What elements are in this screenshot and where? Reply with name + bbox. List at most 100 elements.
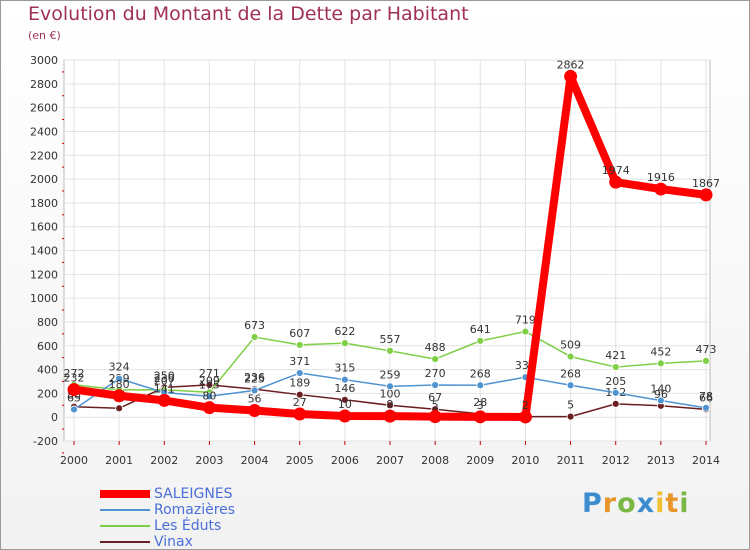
data-point — [67, 383, 81, 397]
y-tick-label: 1400 — [30, 245, 58, 258]
x-tick-label: 2011 — [557, 454, 585, 467]
data-label: 259 — [380, 368, 401, 381]
data-point — [115, 374, 124, 383]
y-tick-label: -200 — [33, 435, 58, 448]
data-label: 28 — [473, 396, 487, 409]
data-point — [383, 409, 397, 423]
y-tick-label: 2800 — [30, 78, 58, 91]
proxiti-logo: Proxiti — [582, 488, 690, 519]
y-tick-label: 2200 — [30, 149, 58, 162]
data-label: 96 — [654, 388, 668, 401]
data-point — [431, 381, 440, 389]
logo-letter: x — [636, 488, 656, 519]
data-point — [295, 341, 304, 349]
data-label: 268 — [560, 367, 581, 380]
y-tick-label: 0 — [51, 411, 58, 424]
data-label: 324 — [109, 361, 130, 374]
data-label: 180 — [109, 378, 130, 391]
data-label: 230 — [154, 372, 175, 385]
y-tick-label: 1600 — [30, 221, 58, 234]
data-label: 488 — [425, 341, 446, 354]
x-tick-label: 2002 — [150, 454, 178, 467]
data-label: 271 — [199, 367, 220, 380]
x-tick-label: 2012 — [602, 454, 630, 467]
data-point — [386, 346, 394, 355]
y-tick-label: 1000 — [30, 292, 58, 305]
data-label: 1916 — [647, 171, 675, 184]
data-label: 175 — [199, 378, 220, 391]
data-label: 371 — [289, 355, 310, 368]
data-label: 140 — [650, 383, 671, 396]
data-point — [473, 410, 487, 424]
y-tick-label: 1200 — [30, 268, 58, 281]
data-point — [202, 401, 216, 415]
data-label: 236 — [244, 371, 265, 384]
x-tick-label: 2005 — [286, 454, 314, 467]
data-label: 2862 — [557, 58, 585, 71]
data-point — [702, 404, 710, 412]
data-point — [205, 392, 214, 401]
logo-letter: t — [665, 488, 680, 519]
data-point — [115, 404, 124, 413]
data-point — [699, 188, 713, 202]
data-point — [70, 405, 78, 414]
data-label: 66 — [699, 391, 713, 404]
x-tick-label: 2008 — [421, 454, 449, 467]
data-label: 509 — [560, 339, 581, 352]
y-tick-label: 800 — [37, 316, 58, 329]
legend-label: Vinax — [154, 534, 193, 550]
logo-letter: o — [617, 488, 637, 519]
x-tick-label: 2014 — [692, 454, 720, 467]
data-label: 1867 — [692, 177, 720, 190]
y-tick-label: 2600 — [30, 102, 58, 115]
chart-title: Evolution du Montant de la Dette par Hab… — [28, 3, 469, 25]
data-point — [476, 336, 485, 345]
data-point — [431, 355, 440, 363]
legend-label: Les Éduts — [154, 518, 222, 534]
data-label: 9 — [387, 398, 394, 411]
data-label: 232 — [64, 372, 85, 385]
y-tick-label: 1800 — [30, 197, 58, 210]
data-point — [293, 407, 307, 421]
data-point — [518, 410, 532, 424]
data-label: 673 — [244, 319, 265, 332]
data-label: 622 — [334, 325, 355, 338]
data-label: 146 — [334, 382, 355, 395]
data-label: 2 — [522, 399, 529, 412]
data-point — [564, 69, 578, 83]
data-label: 3 — [477, 399, 484, 412]
data-point — [609, 175, 623, 189]
data-label: 1974 — [602, 164, 630, 177]
x-tick-label: 2006 — [331, 454, 359, 467]
legend-swatch — [100, 525, 150, 527]
chart-subtitle: (en €) — [28, 29, 61, 42]
data-label: 268 — [470, 367, 491, 380]
data-label: 5 — [567, 399, 574, 412]
y-tick-label: 2400 — [30, 125, 58, 138]
x-tick-label: 2010 — [511, 454, 539, 467]
x-tick-label: 2013 — [647, 454, 675, 467]
data-label: 209 — [199, 374, 220, 387]
data-label: 78 — [699, 390, 713, 403]
data-label: 421 — [605, 349, 626, 362]
data-point — [386, 401, 394, 410]
data-label: 80 — [202, 390, 216, 403]
data-point — [340, 375, 349, 384]
y-tick-label: 400 — [37, 364, 58, 377]
data-label: 205 — [605, 375, 626, 388]
data-label: 452 — [650, 345, 671, 358]
data-label: 719 — [515, 314, 536, 327]
data-label: 5 — [432, 399, 439, 412]
x-tick-label: 2009 — [466, 454, 494, 467]
logo-letter: i — [655, 488, 666, 519]
data-point — [521, 327, 530, 336]
data-label: 250 — [154, 369, 175, 382]
legend-swatch — [100, 509, 150, 511]
legend-label: SALEIGNES — [154, 486, 233, 502]
x-tick-label: 2003 — [195, 454, 223, 467]
data-point — [340, 395, 349, 404]
y-tick-label: 2000 — [30, 173, 58, 186]
data-label: 141 — [154, 382, 175, 395]
logo-letter: P — [582, 488, 603, 519]
